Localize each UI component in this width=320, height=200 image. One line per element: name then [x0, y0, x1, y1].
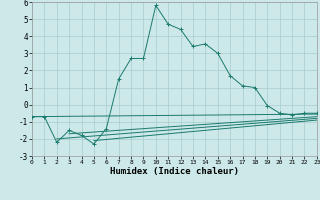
- X-axis label: Humidex (Indice chaleur): Humidex (Indice chaleur): [110, 167, 239, 176]
